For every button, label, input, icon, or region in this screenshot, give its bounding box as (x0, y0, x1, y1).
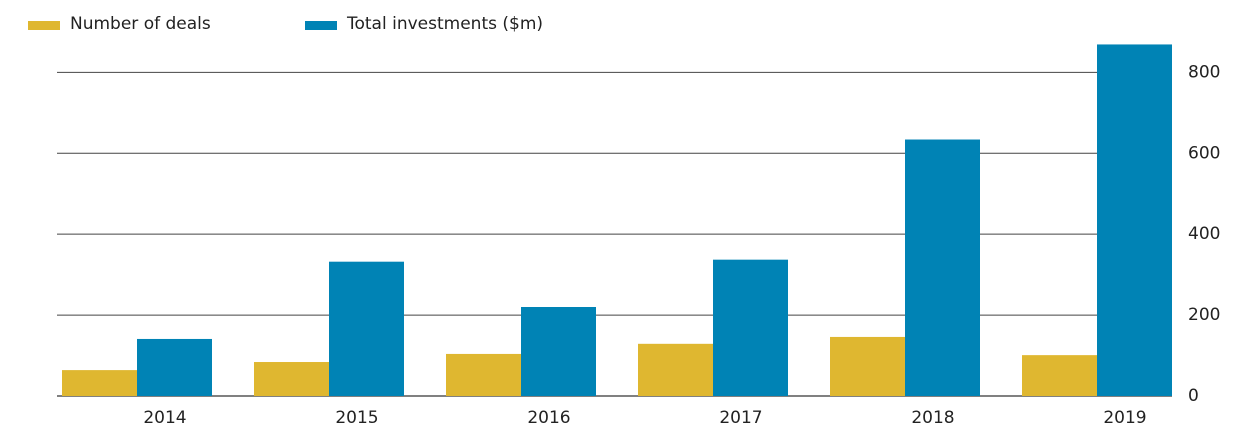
bar (638, 343, 713, 396)
x-tick-label: 2014 (143, 408, 186, 428)
bar (254, 362, 329, 396)
y-tick-label: 600 (1188, 143, 1220, 163)
x-tick-label: 2015 (335, 408, 378, 428)
bar (905, 139, 980, 396)
bar (1022, 355, 1097, 396)
bar (62, 370, 137, 396)
bar (1097, 44, 1172, 396)
bar (329, 261, 404, 396)
legend-swatch (305, 21, 337, 30)
x-tick-label: 2017 (719, 408, 762, 428)
bar (521, 307, 596, 396)
y-tick-label: 200 (1188, 305, 1220, 325)
bar (446, 353, 521, 396)
bar (830, 336, 905, 396)
bar (137, 338, 212, 396)
x-tick-label: 2018 (911, 408, 954, 428)
x-tick-label: 2019 (1103, 408, 1146, 428)
y-tick-label: 800 (1188, 62, 1220, 82)
bar (713, 259, 788, 396)
y-tick-label: 400 (1188, 224, 1220, 244)
legend-label: Total investments ($m) (346, 14, 543, 34)
y-tick-label: 0 (1188, 386, 1199, 406)
x-tick-label: 2016 (527, 408, 570, 428)
legend-label: Number of deals (70, 14, 211, 34)
legend-swatch (28, 21, 60, 30)
